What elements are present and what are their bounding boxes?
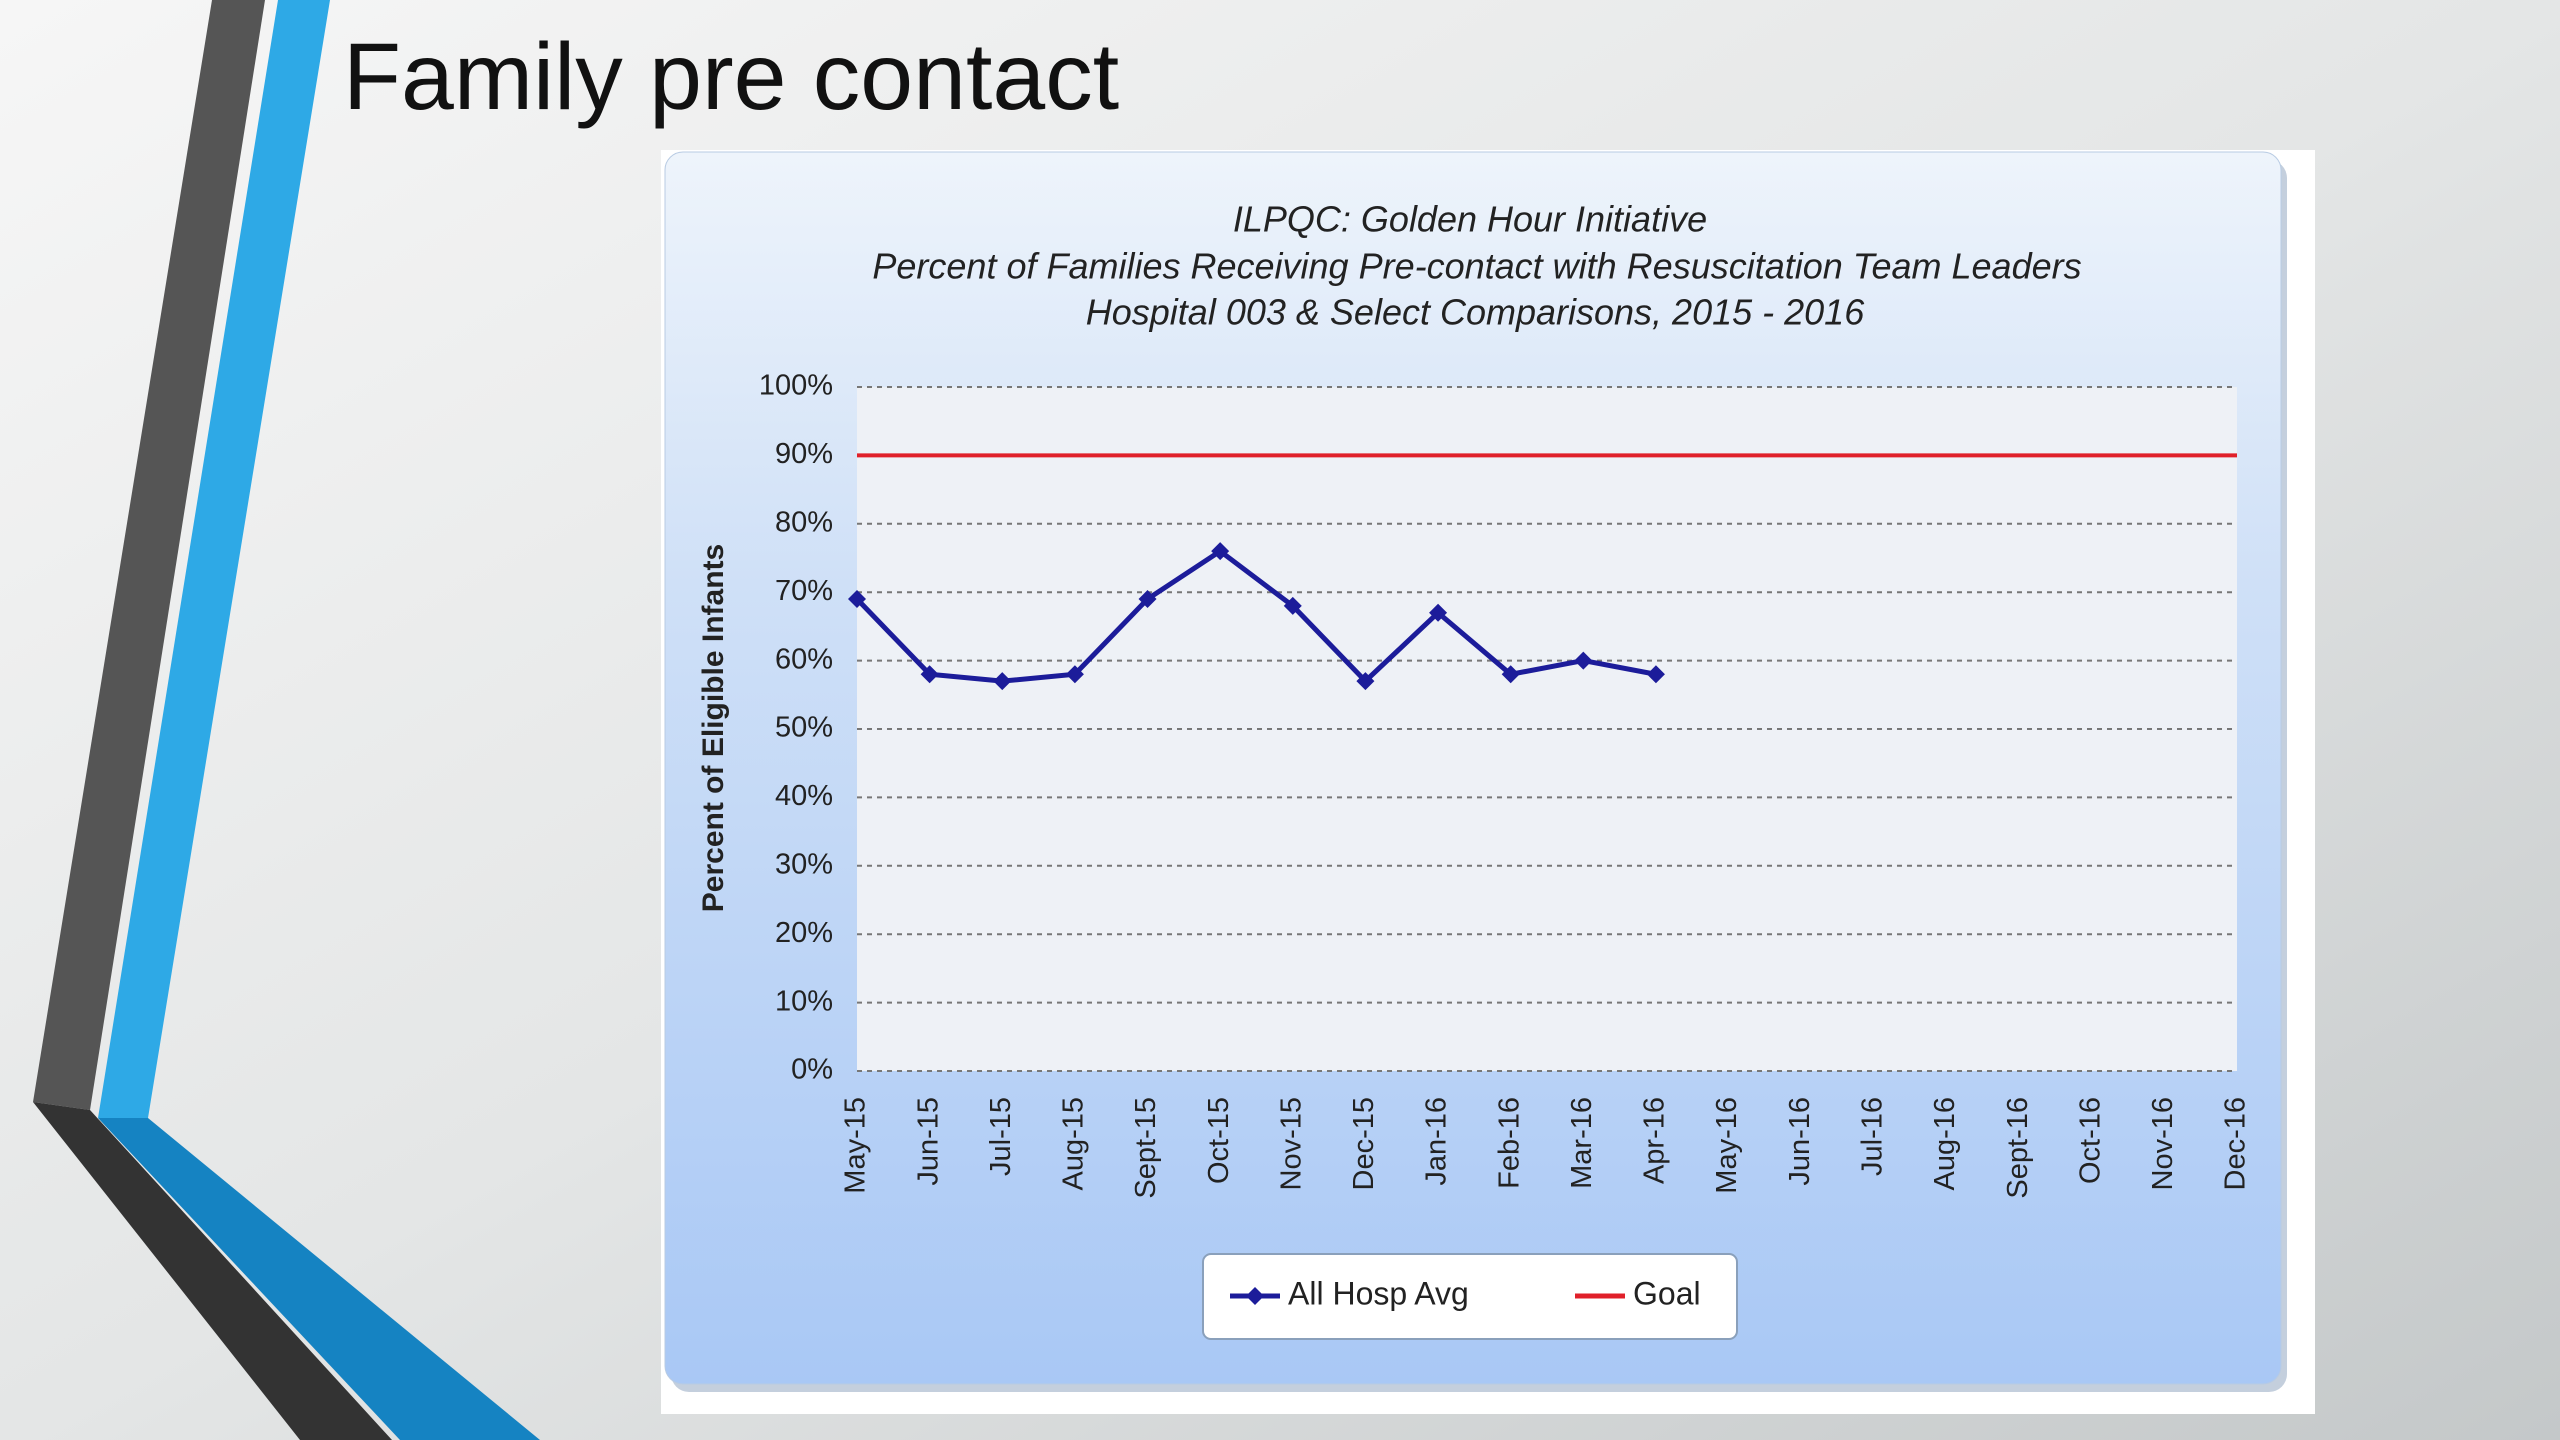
stripe bbox=[33, 0, 265, 1110]
y-tick-label: 70% bbox=[775, 575, 833, 607]
stripe bbox=[98, 1118, 540, 1440]
chart-subtitle: Hospital 003 & Select Comparisons, 2015 … bbox=[1086, 292, 1865, 333]
legend-label: All Hosp Avg bbox=[1288, 1275, 1469, 1311]
series-line bbox=[855, 548, 1657, 685]
x-tick-label: Aug-16 bbox=[1929, 1097, 1961, 1191]
x-tick-label: Aug-15 bbox=[1058, 1097, 1090, 1191]
x-tick-label: Sept-16 bbox=[2002, 1097, 2034, 1199]
y-tick-label: 20% bbox=[775, 917, 833, 949]
data-point bbox=[1574, 651, 1593, 670]
y-tick-label: 100% bbox=[759, 370, 833, 402]
x-tick-label: Jul-15 bbox=[985, 1097, 1017, 1176]
x-tick-label: Dec-16 bbox=[2220, 1097, 2252, 1191]
stripe bbox=[33, 1102, 392, 1440]
slide-title: Family pre contact bbox=[343, 24, 1119, 130]
x-tick-label: Oct-16 bbox=[2074, 1097, 2106, 1184]
x-tick-label: Jun-16 bbox=[1784, 1097, 1816, 1186]
y-tick-label: 0% bbox=[791, 1054, 833, 1086]
data-point bbox=[993, 672, 1012, 691]
data-point bbox=[1138, 590, 1157, 609]
legend-marker bbox=[1246, 1287, 1264, 1305]
x-tick-label: Nov-16 bbox=[2147, 1097, 2179, 1191]
x-tick-label: May-15 bbox=[840, 1097, 872, 1194]
x-tick-label: Dec-15 bbox=[1348, 1097, 1380, 1191]
x-tick-label: Jun-15 bbox=[912, 1097, 944, 1186]
data-point bbox=[1356, 672, 1375, 691]
x-tick-label: Jul-16 bbox=[1856, 1097, 1888, 1176]
x-tick-label: Apr-16 bbox=[1639, 1097, 1671, 1184]
data-point bbox=[920, 665, 939, 684]
stripe bbox=[98, 0, 330, 1118]
legend-label: Goal bbox=[1633, 1275, 1701, 1311]
data-point bbox=[1429, 603, 1448, 622]
x-tick-label: Sept-15 bbox=[1130, 1097, 1162, 1199]
data-point bbox=[1065, 665, 1084, 684]
x-tick-label: Oct-15 bbox=[1203, 1097, 1235, 1184]
x-tick-label: Nov-15 bbox=[1275, 1097, 1307, 1191]
chart-subtitle: Percent of Families Receiving Pre-contac… bbox=[872, 246, 2081, 287]
data-point bbox=[1501, 665, 1520, 684]
x-tick-label: May-16 bbox=[1711, 1097, 1743, 1194]
y-axis-label: Percent of Eligible Infants bbox=[697, 544, 730, 912]
y-tick-label: 10% bbox=[775, 985, 833, 1017]
y-tick-label: 60% bbox=[775, 643, 833, 675]
data-point bbox=[1211, 542, 1230, 561]
x-tick-label: Feb-16 bbox=[1493, 1097, 1525, 1189]
legend bbox=[1202, 1253, 1738, 1340]
y-tick-label: 30% bbox=[775, 848, 833, 880]
y-tick-label: 50% bbox=[775, 712, 833, 744]
y-tick-label: 80% bbox=[775, 506, 833, 538]
x-tick-label: Jan-16 bbox=[1421, 1097, 1453, 1186]
x-tick-label: Mar-16 bbox=[1566, 1097, 1598, 1189]
data-point bbox=[1283, 596, 1302, 615]
data-point bbox=[1646, 665, 1665, 684]
chart-title: ILPQC: Golden Hour Initiative bbox=[1233, 199, 1707, 240]
y-tick-label: 40% bbox=[775, 780, 833, 812]
y-tick-label: 90% bbox=[775, 438, 833, 470]
data-point bbox=[848, 590, 866, 609]
